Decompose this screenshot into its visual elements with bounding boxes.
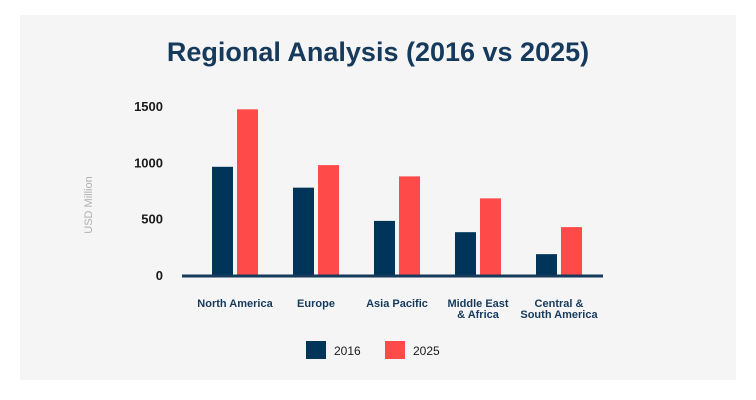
bar-2016 (374, 220, 395, 275)
legend: 2016 2025 (306, 341, 440, 359)
bar-2025 (480, 198, 501, 275)
y-tick-label: 500 (141, 212, 163, 227)
bar-2025 (399, 176, 420, 275)
bar-2016 (212, 166, 233, 275)
legend-swatch-2016 (306, 341, 326, 359)
bar-2025 (318, 165, 339, 275)
bar-2016 (536, 254, 557, 275)
category-label: Central & South America (520, 298, 598, 321)
category-label: Middle East & Africa (447, 298, 508, 321)
y-tick-label: 0 (156, 268, 163, 283)
y-axis-label: USD Million (83, 176, 95, 233)
category-label: Asia Pacific (366, 298, 428, 310)
category-label: North America (197, 298, 273, 310)
chart-svg: USD Million 0 500 1000 1500 North America Eu… (83, 99, 603, 359)
legend-swatch-2025 (385, 341, 405, 359)
legend-label-2016: 2016 (334, 344, 361, 358)
bar-2025 (561, 227, 582, 275)
bar-2016 (455, 232, 476, 275)
category-label: Europe (297, 298, 335, 310)
bar-2025 (237, 109, 258, 276)
y-tick-labels: 0 500 1000 1500 (134, 99, 163, 283)
legend-label-2025: 2025 (413, 344, 440, 358)
bar-2016 (293, 187, 314, 275)
chart-title: Regional Analysis (2016 vs 2025) (166, 37, 590, 67)
y-axis-title: USD Million (83, 176, 95, 233)
bars (212, 109, 582, 276)
y-tick-label: 1500 (134, 99, 163, 114)
y-tick-label: 1000 (134, 155, 163, 170)
chart-panel: Regional Analysis (2016 vs 2025) USD Mil… (20, 15, 736, 380)
category-labels: North America Europe Asia Pacific Middle Ea… (197, 298, 598, 321)
